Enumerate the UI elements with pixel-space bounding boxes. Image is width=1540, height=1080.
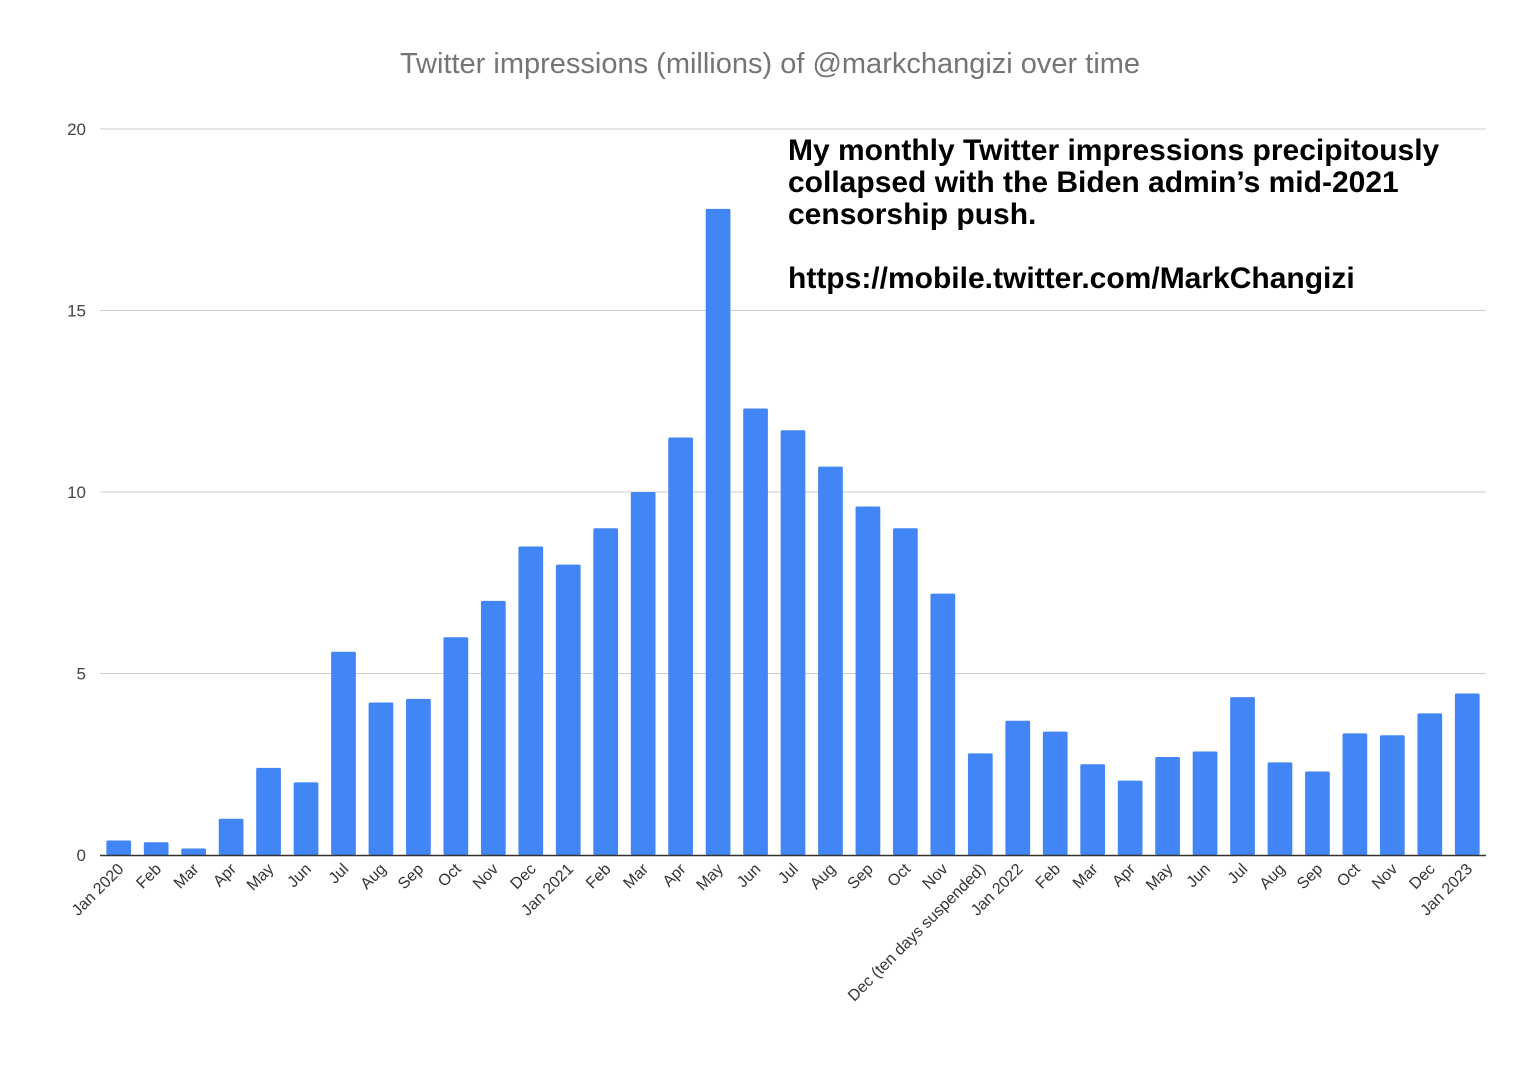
bar — [218, 818, 244, 855]
bar — [1305, 771, 1330, 855]
bar — [143, 842, 169, 855]
y-tick-label: 20 — [67, 120, 86, 139]
x-tick-label: Apr — [660, 860, 690, 890]
x-tick-label: Jul — [326, 861, 352, 887]
x-tick-label: Jun — [1184, 861, 1214, 891]
x-tick-label: Nov — [920, 861, 952, 893]
x-tick-label: Nov — [470, 861, 502, 893]
bar — [593, 528, 619, 855]
x-tick-label: Oct — [1334, 860, 1364, 890]
annotation-text: My monthly Twitter impressions precipito… — [788, 134, 1440, 231]
annotation-box: My monthly Twitter impressions precipito… — [788, 135, 1538, 295]
bar — [555, 564, 581, 855]
bar — [1005, 720, 1031, 855]
y-tick-label: 15 — [67, 302, 86, 321]
x-tick-label: Jul — [775, 861, 801, 887]
x-tick-label: Sep — [845, 861, 877, 893]
bar — [967, 753, 993, 855]
x-tick-label: May — [694, 861, 727, 894]
x-tick-label: Sep — [395, 861, 427, 893]
bar — [1379, 735, 1405, 855]
bar — [443, 637, 469, 855]
x-tick-label: May — [1143, 861, 1176, 894]
bars — [106, 208, 1480, 856]
x-tick-labels: Jan 2020 Feb Mar Apr May Jun Jul Aug Sep Oct Nov De… — [69, 860, 1476, 1005]
bar — [1267, 762, 1293, 855]
x-tick-label: Sep — [1294, 861, 1326, 893]
bar — [368, 702, 394, 855]
bar — [705, 208, 731, 856]
x-tick-label: Jun — [734, 861, 764, 891]
bar — [818, 466, 843, 855]
y-tick-label: 10 — [67, 483, 86, 502]
bar — [630, 492, 656, 855]
x-tick-label: Dec — [507, 861, 539, 893]
bar — [181, 848, 207, 855]
bar — [406, 698, 431, 855]
bar — [1342, 733, 1368, 855]
x-tick-label: Aug — [358, 861, 390, 893]
x-tick-label: Feb — [1033, 861, 1065, 893]
bar — [780, 430, 806, 855]
bar — [668, 437, 693, 855]
bar — [855, 506, 881, 855]
x-tick-label: May — [244, 861, 277, 894]
x-tick-label: Jan 2020 — [69, 861, 128, 920]
x-tick-label: Oct — [435, 860, 465, 890]
bar — [743, 408, 768, 855]
bar — [256, 767, 281, 855]
annotation-url: https://mobile.twitter.com/MarkChangizi — [788, 262, 1355, 295]
bar — [1080, 764, 1106, 855]
bar — [106, 840, 132, 855]
x-tick-label: Oct — [885, 860, 915, 890]
x-tick-label: Aug — [807, 861, 839, 893]
y-tick-label: 5 — [77, 665, 86, 684]
bar — [331, 651, 356, 855]
bar — [480, 600, 506, 855]
bar — [518, 546, 544, 855]
x-tick-label: Feb — [133, 861, 165, 893]
x-tick-label: Nov — [1369, 861, 1401, 893]
y-tick-labels: 0 5 10 15 20 — [67, 120, 86, 865]
x-tick-label: Jul — [1225, 861, 1251, 887]
bar — [1192, 751, 1218, 855]
bar — [893, 528, 918, 855]
x-tick-label: Apr — [1109, 860, 1139, 890]
bar — [1417, 713, 1443, 855]
x-tick-label: Jun — [285, 861, 315, 891]
bar — [1230, 697, 1255, 855]
x-tick-label: Aug — [1257, 861, 1289, 893]
bar — [930, 593, 956, 855]
x-tick-label: Mar — [620, 860, 652, 892]
chart-title: Twitter impressions (millions) of @markc… — [399, 48, 1141, 80]
bar — [1042, 731, 1068, 855]
bar — [1155, 756, 1180, 855]
x-tick-label: Mar — [1070, 860, 1102, 892]
bar — [1454, 693, 1480, 855]
y-tick-label: 0 — [77, 846, 86, 865]
bar — [293, 782, 319, 855]
x-tick-label: Apr — [210, 860, 240, 890]
x-tick-label: Dec — [1406, 861, 1438, 893]
x-tick-label: Mar — [171, 860, 203, 892]
x-tick-label: Feb — [583, 861, 615, 893]
bar — [1117, 780, 1143, 855]
